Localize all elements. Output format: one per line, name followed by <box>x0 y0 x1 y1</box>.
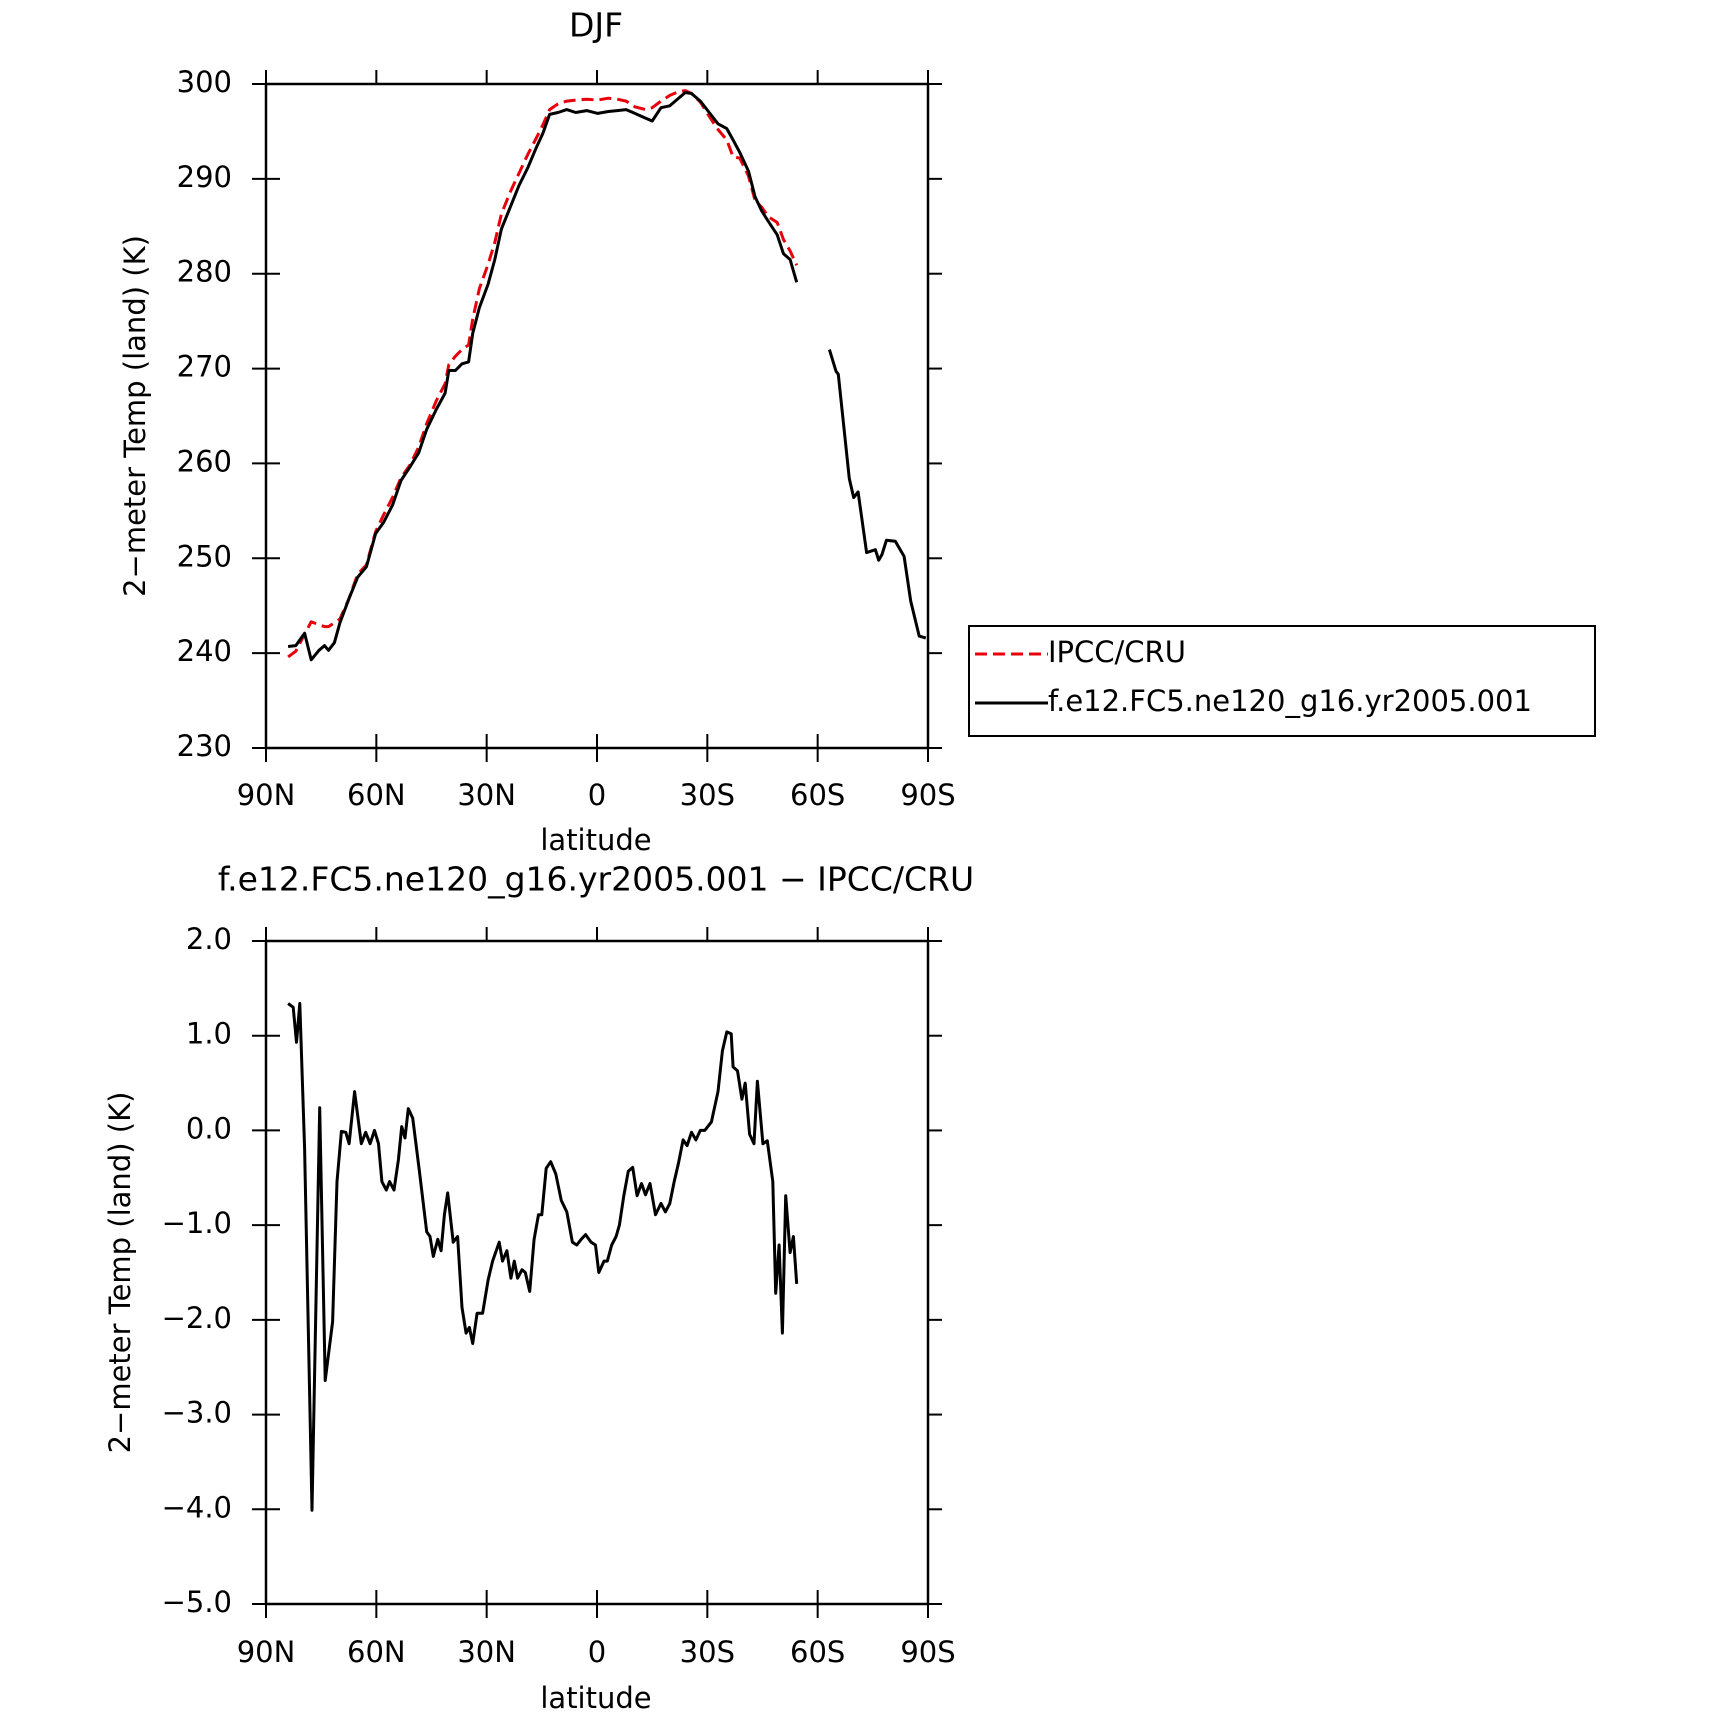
y-tick-label: 250 <box>177 539 232 573</box>
x-tick-label: 90S <box>900 1635 955 1669</box>
chart-title: DJF <box>569 6 623 45</box>
y-tick-label: −1.0 <box>162 1206 232 1240</box>
x-tick-label: 30N <box>457 778 516 812</box>
y-axis-label: 2−meter Temp (land) (K) <box>103 1092 137 1454</box>
legend-label: IPCC/CRU <box>1048 635 1186 669</box>
x-tick-label: 90N <box>237 778 296 812</box>
y-tick-label: 300 <box>177 65 232 99</box>
data-line <box>287 89 799 659</box>
y-tick-label: −2.0 <box>162 1301 232 1335</box>
y-tick-label: 280 <box>177 255 232 289</box>
x-tick-label: 30N <box>457 1635 516 1669</box>
plot-frame <box>264 939 930 1606</box>
y-tick-label: 2.0 <box>186 922 232 956</box>
data-line <box>287 1002 799 1512</box>
plot-frame <box>264 82 930 750</box>
legend-label: f.e12.FC5.ne120_g16.yr2005.001 <box>1048 684 1532 718</box>
y-tick-label: 260 <box>177 444 232 478</box>
y-tick-label: 290 <box>177 160 232 194</box>
y-tick-label: 240 <box>177 634 232 668</box>
chart-title: f.e12.FC5.ne120_g16.yr2005.001 − IPCC/CR… <box>218 860 974 899</box>
y-tick-label: 270 <box>177 350 232 384</box>
x-tick-label: 0 <box>588 778 606 812</box>
y-tick-label: 1.0 <box>186 1017 232 1051</box>
x-axis-label: latitude <box>540 823 651 857</box>
x-tick-label: 60N <box>347 1635 406 1669</box>
x-tick-label: 30S <box>680 1635 735 1669</box>
x-tick-label: 30S <box>680 778 735 812</box>
y-tick-label: 0.0 <box>186 1111 232 1145</box>
y-tick-label: −5.0 <box>162 1585 232 1619</box>
x-tick-label: 90N <box>237 1635 296 1669</box>
data-line <box>287 91 927 662</box>
x-tick-label: 60S <box>790 1635 845 1669</box>
y-tick-label: −4.0 <box>162 1490 232 1524</box>
x-tick-label: 60N <box>347 778 406 812</box>
x-tick-label: 90S <box>900 778 955 812</box>
y-tick-label: 230 <box>177 729 232 763</box>
x-tick-label: 60S <box>790 778 845 812</box>
x-axis-label: latitude <box>540 1681 651 1715</box>
x-tick-label: 0 <box>588 1635 606 1669</box>
y-tick-label: −3.0 <box>162 1396 232 1430</box>
legend-box <box>968 625 1596 737</box>
y-axis-label: 2−meter Temp (land) (K) <box>118 235 152 597</box>
